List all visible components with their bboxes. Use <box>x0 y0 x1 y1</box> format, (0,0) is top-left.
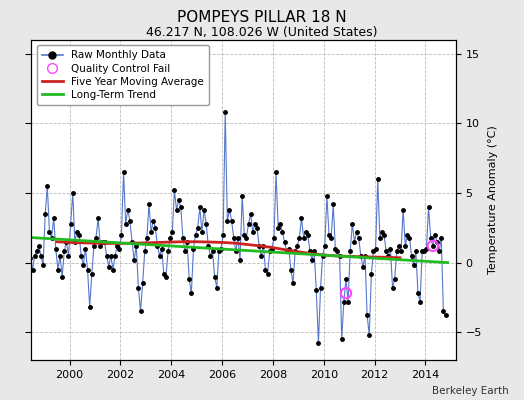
Point <box>429 243 437 249</box>
Text: Berkeley Earth: Berkeley Earth <box>432 386 508 396</box>
Legend: Raw Monthly Data, Quality Control Fail, Five Year Moving Average, Long-Term Tren: Raw Monthly Data, Quality Control Fail, … <box>37 45 209 105</box>
Text: POMPEYS PILLAR 18 N: POMPEYS PILLAR 18 N <box>177 10 347 25</box>
Text: 46.217 N, 108.026 W (United States): 46.217 N, 108.026 W (United States) <box>146 26 378 39</box>
Y-axis label: Temperature Anomaly (°C): Temperature Anomaly (°C) <box>487 126 497 274</box>
Point <box>342 290 350 296</box>
